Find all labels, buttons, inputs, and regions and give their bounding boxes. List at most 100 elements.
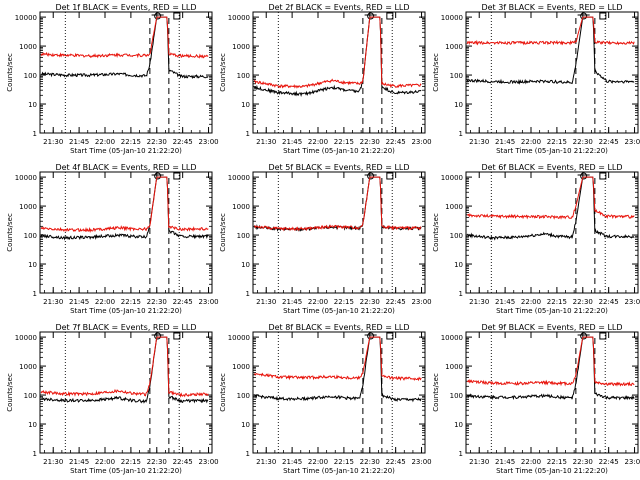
y-tick-label: 10000 — [441, 334, 463, 342]
lld-series-line — [466, 336, 635, 387]
x-axis-label: Start Time (05-Jan-10 21:22:20) — [283, 307, 395, 315]
y-tick-label: 10000 — [15, 14, 37, 22]
y-tick-label: 10000 — [441, 174, 463, 182]
x-tick-label: 22:00 — [521, 298, 541, 306]
x-axis-label: Start Time (05-Jan-10 21:22:20) — [496, 307, 608, 315]
x-tick-label: 23:00 — [411, 298, 431, 306]
interval-end-marker — [599, 12, 607, 20]
x-tick-label: 22:30 — [360, 298, 380, 306]
x-tick-label: 22:15 — [121, 138, 141, 146]
y-tick-label: 10000 — [228, 334, 250, 342]
y-axis-label: Counts/sec — [219, 213, 227, 252]
panel-title: Det 2f BLACK = Events, RED = LLD — [268, 3, 409, 12]
x-tick-label: 22:15 — [547, 138, 567, 146]
x-tick-label: 22:00 — [308, 138, 328, 146]
panel-title: Det 9f BLACK = Events, RED = LLD — [481, 323, 622, 332]
x-tick-label: 22:15 — [334, 458, 354, 466]
events-series-line — [40, 16, 209, 80]
y-tick-label: 1000 — [445, 43, 463, 51]
flare-peak-marker — [154, 172, 162, 180]
x-tick-label: 22:45 — [386, 458, 406, 466]
x-axis-label: Start Time (05-Jan-10 21:22:20) — [283, 147, 395, 155]
x-tick-label: 21:45 — [495, 298, 515, 306]
x-tick-label: 21:45 — [495, 458, 515, 466]
y-axis-label: Counts/sec — [6, 53, 14, 92]
panel-title: Det 6f BLACK = Events, RED = LLD — [481, 163, 622, 172]
plot-frame — [39, 171, 213, 294]
x-tick-label: 23:00 — [624, 458, 640, 466]
events-series-line — [41, 336, 209, 404]
chart-panel-3: Det 3f BLACK = Events, RED = LLD 1 10 100 10… — [432, 3, 640, 155]
lld-series-line — [253, 336, 422, 382]
x-tick-label: 22:45 — [173, 458, 193, 466]
x-tick-label: 21:45 — [282, 458, 302, 466]
x-tick-label: 22:30 — [573, 138, 593, 146]
lld-series-line — [40, 16, 209, 59]
x-tick-label: 23:00 — [198, 138, 218, 146]
x-axis-label: Start Time (05-Jan-10 21:22:20) — [70, 307, 182, 315]
x-tick-label: 22:30 — [360, 458, 380, 466]
y-tick-label: 10000 — [228, 174, 250, 182]
x-tick-label: 22:15 — [334, 298, 354, 306]
interval-end-marker — [173, 12, 181, 20]
flare-peak-marker — [367, 172, 375, 180]
chart-panel-9: Det 9f BLACK = Events, RED = LLD 1 10 100 10… — [432, 323, 640, 475]
x-tick-label: 21:30 — [469, 458, 489, 466]
y-tick-label: 1 — [459, 130, 463, 138]
y-tick-label: 100 — [450, 72, 463, 80]
x-tick-label: 22:45 — [599, 138, 619, 146]
y-tick-label: 1000 — [445, 363, 463, 371]
x-tick-label: 22:45 — [173, 138, 193, 146]
events-series-line — [466, 336, 635, 401]
x-tick-label: 23:00 — [198, 298, 218, 306]
x-tick-label: 21:45 — [282, 298, 302, 306]
plot-frame — [465, 331, 639, 454]
y-tick-label: 1000 — [445, 203, 463, 211]
y-axis-label: Counts/sec — [6, 373, 14, 412]
x-tick-label: 23:00 — [411, 138, 431, 146]
flare-peak-marker — [154, 12, 162, 20]
y-tick-label: 1000 — [232, 43, 250, 51]
lld-series-line — [40, 336, 209, 398]
lld-series-line — [466, 16, 635, 46]
y-tick-label: 100 — [24, 72, 37, 80]
x-tick-label: 21:30 — [256, 458, 276, 466]
plot-frame — [252, 11, 426, 134]
panel-title: Det 5f BLACK = Events, RED = LLD — [268, 163, 409, 172]
y-tick-label: 1 — [246, 130, 250, 138]
x-tick-label: 21:30 — [469, 138, 489, 146]
x-tick-label: 21:30 — [469, 298, 489, 306]
x-tick-label: 21:45 — [69, 298, 89, 306]
x-tick-label: 21:45 — [495, 138, 515, 146]
y-tick-label: 10000 — [228, 14, 250, 22]
chart-panel-1: Det 1f BLACK = Events, RED = LLD 1 10 100 10… — [6, 3, 219, 155]
y-tick-label: 10 — [28, 421, 37, 429]
panel-title: Det 3f BLACK = Events, RED = LLD — [481, 3, 622, 12]
panel-title: Det 1f BLACK = Events, RED = LLD — [55, 3, 196, 12]
interval-end-marker — [173, 172, 181, 180]
x-tick-label: 21:45 — [282, 138, 302, 146]
chart-panel-8: Det 8f BLACK = Events, RED = LLD 1 10 100 10… — [219, 323, 432, 475]
x-tick-label: 21:45 — [69, 458, 89, 466]
chart-panel-6: Det 6f BLACK = Events, RED = LLD 1 10 100 10… — [432, 163, 640, 315]
y-tick-label: 10 — [454, 421, 463, 429]
y-tick-label: 10 — [454, 101, 463, 109]
x-tick-label: 22:30 — [573, 458, 593, 466]
x-axis-label: Start Time (05-Jan-10 21:22:20) — [70, 147, 182, 155]
chart-panel-5: Det 5f BLACK = Events, RED = LLD 1 10 100 10… — [219, 163, 432, 315]
x-tick-label: 22:30 — [147, 138, 167, 146]
x-tick-label: 22:30 — [147, 298, 167, 306]
y-tick-label: 100 — [237, 392, 250, 400]
y-tick-label: 1 — [459, 450, 463, 458]
interval-end-marker — [386, 172, 394, 180]
events-series-line — [466, 16, 635, 85]
x-tick-label: 22:00 — [308, 458, 328, 466]
y-tick-label: 1000 — [232, 363, 250, 371]
flare-peak-marker — [580, 332, 588, 340]
x-axis-label: Start Time (05-Jan-10 21:22:20) — [496, 467, 608, 475]
y-tick-label: 10 — [241, 261, 250, 269]
x-tick-label: 22:15 — [121, 458, 141, 466]
x-tick-label: 22:45 — [386, 298, 406, 306]
y-tick-label: 100 — [24, 232, 37, 240]
